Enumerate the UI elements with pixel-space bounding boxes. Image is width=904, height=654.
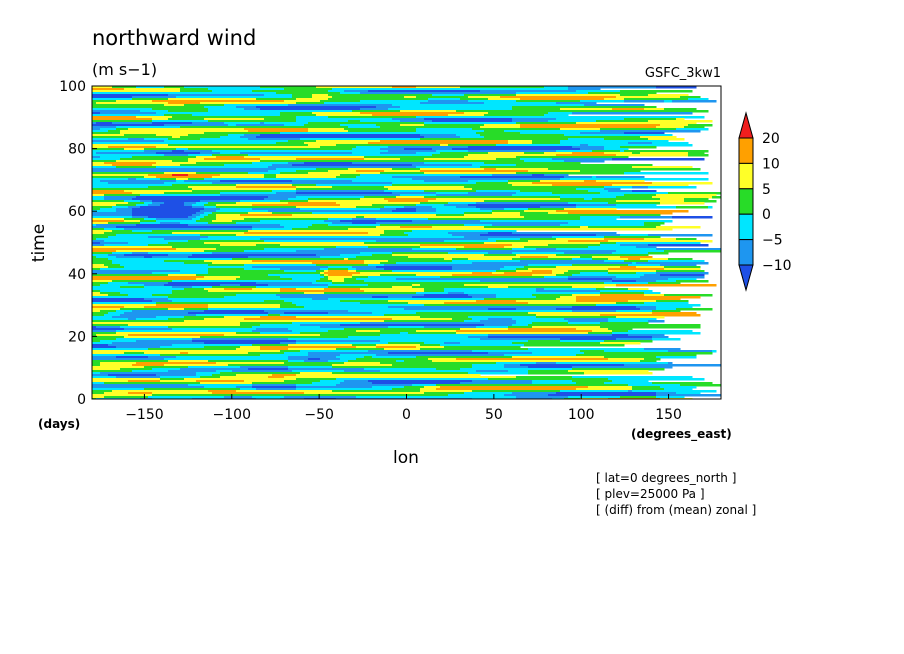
x-axis-label: lon (393, 448, 419, 468)
y-axis: 0 20 40 60 80 100 (59, 79, 97, 408)
colorbar-segment (738, 213, 754, 241)
y-axis-unit: (days) (38, 417, 80, 431)
chart-units: (m s−1) (92, 60, 157, 79)
x-tick-label: −50 (304, 407, 334, 423)
colorbar-label: 0 (762, 207, 771, 223)
colorbar: 20 10 5 0 −5 −10 (738, 111, 792, 292)
y-tick-label: 100 (59, 79, 86, 95)
y-tick-label: 20 (68, 329, 86, 345)
x-tick-label: 50 (485, 407, 503, 423)
colorbar-segment (738, 162, 754, 190)
colorbar-segment (738, 239, 754, 266)
x-axis: −150 −100 −50 0 50 100 150 (125, 394, 682, 423)
colorbar-max-arrow (738, 111, 754, 139)
y-axis-label: time (29, 224, 49, 262)
x-tick-label: 150 (655, 407, 682, 423)
note-pressure-level: [ plev=25000 Pa ] (596, 487, 705, 501)
y-tick-label: 0 (77, 392, 86, 408)
colorbar-label: 5 (762, 182, 771, 198)
contour-field (92, 86, 721, 399)
y-tick-label: 60 (68, 204, 86, 220)
dataset-label: GSFC_3kw1 (645, 66, 721, 81)
note-latitude: [ lat=0 degrees_north ] (596, 471, 736, 485)
x-tick-label: 0 (402, 407, 411, 423)
x-tick-label: 100 (568, 407, 595, 423)
colorbar-segment (738, 137, 754, 164)
x-tick-label: −150 (125, 407, 163, 423)
colorbar-segment (738, 188, 754, 215)
chart-title: northward wind (92, 26, 256, 50)
colorbar-label: −10 (762, 258, 792, 274)
x-axis-unit: (degrees_east) (631, 427, 732, 442)
colorbar-label: 20 (762, 131, 780, 147)
colorbar-min-arrow (738, 264, 754, 292)
x-tick-label: −100 (213, 407, 251, 423)
y-tick-label: 80 (68, 142, 86, 158)
colorbar-label: 10 (762, 156, 780, 172)
y-tick-label: 40 (68, 267, 86, 283)
note-diff: [ (diff) from (mean) zonal ] (596, 503, 756, 517)
colorbar-label: −5 (762, 233, 783, 249)
